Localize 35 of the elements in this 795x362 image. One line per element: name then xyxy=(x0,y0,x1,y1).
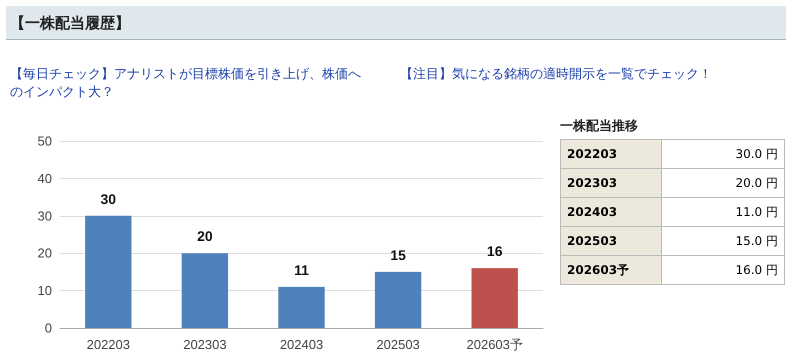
text: 30.0 円 xyxy=(661,140,784,168)
x-tick-label: 202503 xyxy=(376,337,420,352)
bar xyxy=(374,272,422,328)
data-label: 30 xyxy=(100,190,116,207)
y-tick-label: 20 xyxy=(38,246,52,261)
x-tick-label: 202203 xyxy=(86,337,130,352)
text: 202603予 xyxy=(560,256,662,284)
text: 一株配当推移 xyxy=(560,118,639,135)
data-label: 20 xyxy=(197,228,213,244)
y-tick-label: 30 xyxy=(38,208,52,224)
text: 16.0 円 xyxy=(661,256,784,284)
data-label: 11 xyxy=(294,262,310,278)
text: 202203 xyxy=(560,140,662,168)
y-tick-label: 10 xyxy=(38,283,52,298)
text: 202503 xyxy=(560,226,662,256)
text: 15.0 円 xyxy=(661,226,784,256)
x-tick-label: 202303 xyxy=(183,337,227,352)
text: 20.0 円 xyxy=(661,168,784,198)
data-label: 15 xyxy=(390,246,406,263)
x-tick-label: 202403 xyxy=(280,337,324,352)
y-tick-label: 40 xyxy=(38,170,52,186)
bar xyxy=(182,253,228,328)
data-label: 16 xyxy=(486,243,503,260)
text: 11.0 円 xyxy=(661,198,784,226)
bar xyxy=(278,286,325,328)
x-tick-label: 202603予 xyxy=(466,337,523,352)
text: 202403 xyxy=(560,198,662,226)
chart-title: 【一株配当履歴】 xyxy=(6,6,786,40)
bar xyxy=(472,268,518,328)
text: 【注目】気になる銘柄の適時開示を一覧でチェック！ xyxy=(400,66,713,84)
y-tick-label: 0 xyxy=(44,320,52,336)
text: 【毎日チェック】アナリストが目標株価を引き上げ、株価へのインパクト大？ xyxy=(10,66,362,102)
y-tick-label: 50 xyxy=(38,134,52,148)
bar xyxy=(85,216,132,328)
text: 202303 xyxy=(560,168,662,198)
